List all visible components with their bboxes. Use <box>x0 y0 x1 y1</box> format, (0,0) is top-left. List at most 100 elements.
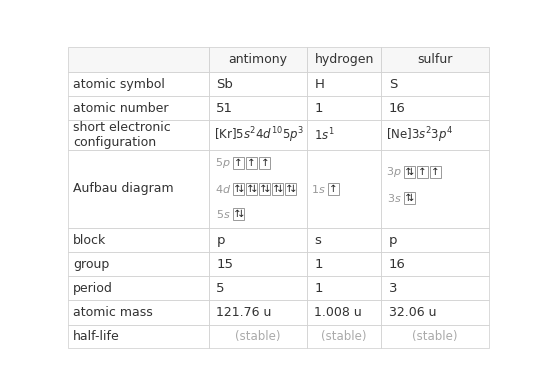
Bar <box>273 183 283 195</box>
Text: $3p$: $3p$ <box>386 165 402 179</box>
Bar <box>68 72 209 96</box>
Bar <box>381 325 489 348</box>
Text: ↑: ↑ <box>329 184 338 194</box>
Text: [Ne]$3s^2$$3p^4$: [Ne]$3s^2$$3p^4$ <box>387 125 453 145</box>
Bar <box>247 183 257 195</box>
Text: sulfur: sulfur <box>418 53 453 66</box>
Bar <box>403 192 415 204</box>
Text: $4d$: $4d$ <box>214 183 231 195</box>
Bar <box>68 276 209 301</box>
Text: $5s$: $5s$ <box>216 208 231 220</box>
Bar <box>209 47 307 72</box>
Text: 51: 51 <box>217 102 233 115</box>
Text: $5p$: $5p$ <box>215 156 231 170</box>
Bar <box>381 252 489 276</box>
Bar <box>307 120 381 150</box>
Text: ↑: ↑ <box>418 167 427 177</box>
Bar <box>209 252 307 276</box>
Bar <box>307 96 381 120</box>
Text: atomic mass: atomic mass <box>73 306 153 319</box>
Text: period: period <box>73 282 113 295</box>
Bar <box>381 72 489 96</box>
Text: ↓: ↓ <box>237 184 245 194</box>
Text: 3: 3 <box>389 282 397 295</box>
Text: block: block <box>73 234 106 247</box>
Bar <box>68 96 209 120</box>
Bar <box>307 301 381 325</box>
Text: (stable): (stable) <box>412 330 458 343</box>
Bar <box>381 228 489 252</box>
Text: s: s <box>314 234 321 247</box>
Text: ↓: ↓ <box>276 184 285 194</box>
Bar <box>68 47 209 72</box>
Text: ↓: ↓ <box>407 194 416 203</box>
Text: $3s$: $3s$ <box>387 192 402 204</box>
Text: ↑: ↑ <box>235 158 243 168</box>
Text: 1: 1 <box>314 282 323 295</box>
Bar <box>381 276 489 301</box>
Bar <box>307 72 381 96</box>
Text: ↓: ↓ <box>250 184 258 194</box>
Text: group: group <box>73 258 109 271</box>
Text: ↑: ↑ <box>431 167 440 177</box>
Text: p: p <box>217 234 225 247</box>
Bar <box>233 183 244 195</box>
Bar <box>430 166 441 178</box>
Bar <box>307 325 381 348</box>
Bar <box>209 325 307 348</box>
Text: ↑: ↑ <box>233 209 242 219</box>
Text: 1: 1 <box>314 102 323 115</box>
Text: ↑: ↑ <box>403 167 412 177</box>
Bar <box>209 228 307 252</box>
Bar <box>209 72 307 96</box>
Bar <box>233 157 244 169</box>
Text: ↑: ↑ <box>261 158 269 168</box>
Bar <box>68 150 209 228</box>
Bar <box>233 208 244 220</box>
Bar <box>381 120 489 150</box>
Text: ↑: ↑ <box>403 194 412 203</box>
Bar <box>68 325 209 348</box>
Text: short electronic
configuration: short electronic configuration <box>73 121 171 149</box>
Bar <box>209 120 307 150</box>
Text: 1.008 u: 1.008 u <box>314 306 362 319</box>
Text: ↓: ↓ <box>263 184 272 194</box>
Bar <box>307 47 381 72</box>
Bar <box>209 301 307 325</box>
Bar <box>381 301 489 325</box>
Text: half-life: half-life <box>73 330 119 343</box>
Text: (stable): (stable) <box>235 330 281 343</box>
Text: 16: 16 <box>389 102 406 115</box>
Text: [Kr]$5s^2$$4d^{10}$$5p^3$: [Kr]$5s^2$$4d^{10}$$5p^3$ <box>214 125 304 145</box>
Text: Aufbau diagram: Aufbau diagram <box>73 183 174 196</box>
Text: ↓: ↓ <box>289 184 298 194</box>
Text: $1s^1$: $1s^1$ <box>314 127 335 143</box>
Text: ↓: ↓ <box>237 209 245 219</box>
Text: atomic number: atomic number <box>73 102 168 115</box>
Text: 5: 5 <box>217 282 225 295</box>
Bar <box>416 166 428 178</box>
Text: (stable): (stable) <box>321 330 367 343</box>
Text: ↑: ↑ <box>233 184 242 194</box>
Bar <box>286 183 296 195</box>
Text: p: p <box>389 234 397 247</box>
Text: antimony: antimony <box>229 53 287 66</box>
Text: 15: 15 <box>217 258 233 271</box>
Bar <box>403 166 415 178</box>
Text: 121.76 u: 121.76 u <box>217 306 272 319</box>
Bar <box>247 157 257 169</box>
Text: atomic symbol: atomic symbol <box>73 77 165 91</box>
Text: ↑: ↑ <box>259 184 268 194</box>
Bar <box>260 183 270 195</box>
Text: hydrogen: hydrogen <box>314 53 374 66</box>
Bar <box>307 150 381 228</box>
Bar <box>307 228 381 252</box>
Text: Sb: Sb <box>217 77 233 91</box>
Bar <box>381 150 489 228</box>
Text: ↓: ↓ <box>407 167 416 177</box>
Bar <box>328 183 339 195</box>
Text: ↑: ↑ <box>246 184 255 194</box>
Bar <box>307 252 381 276</box>
Text: H: H <box>314 77 324 91</box>
Text: ↑: ↑ <box>285 184 294 194</box>
